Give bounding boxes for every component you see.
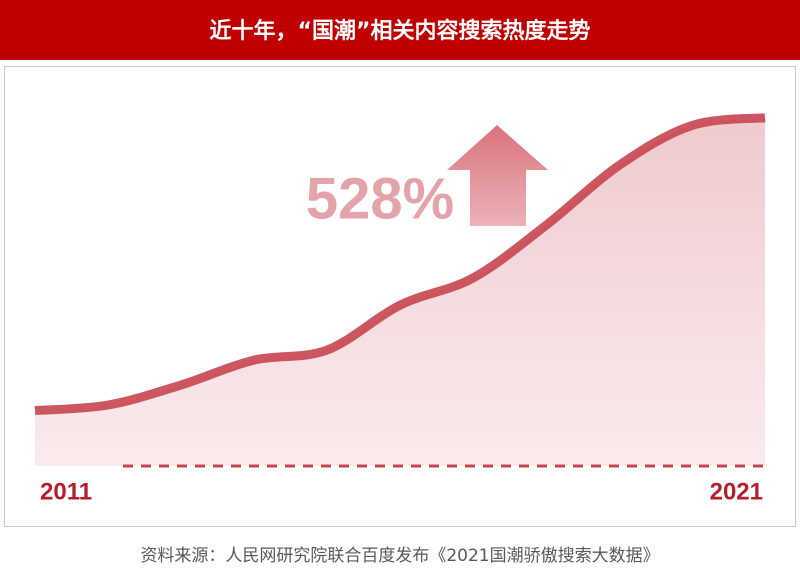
source-note: 资料来源：人民网研究院联合百度发布《2021国潮骄傲搜索大数据》 (140, 546, 659, 566)
annotation: 528% (306, 166, 454, 231)
plot: 2011 2021 (34, 113, 766, 505)
title-bar (0, 0, 800, 60)
x-tick-label: 2021 (710, 478, 763, 505)
x-tick-label: 2011 (40, 478, 92, 505)
plot-frame (4, 66, 796, 527)
area-fill (35, 117, 765, 466)
line (34, 113, 766, 416)
chart-title: 近十年，“国潮”相关内容搜索热度走势 (210, 18, 591, 44)
arrow-icon (447, 125, 548, 226)
